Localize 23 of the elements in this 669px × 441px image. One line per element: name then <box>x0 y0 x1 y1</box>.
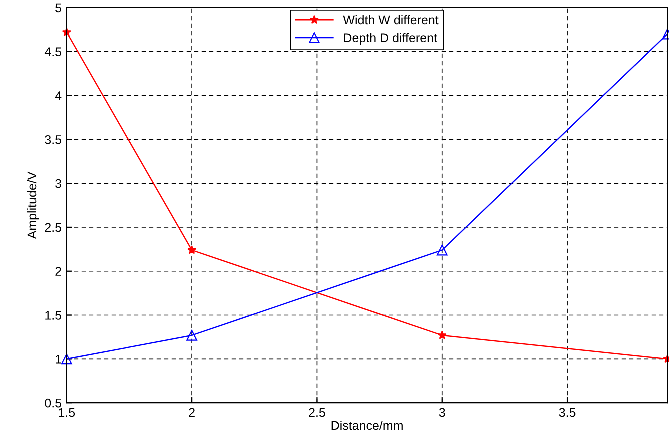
x-tick-label: 3 <box>439 408 446 418</box>
y-tick-label: 1 <box>56 355 62 364</box>
x-tick-label: 3.5 <box>559 408 576 418</box>
y-tick-label: 4.5 <box>44 48 62 56</box>
x-axis-title: Distance/mm <box>332 420 403 430</box>
y-tick-label: 3 <box>56 179 62 188</box>
y-tick-label: 4 <box>55 92 62 100</box>
y-tick-label: 2 <box>56 267 62 276</box>
x-tick-label: 2 <box>189 408 195 417</box>
legend-label: Depth D different <box>344 33 438 45</box>
y-tick-label: 2.5 <box>45 223 62 232</box>
y-axis-title: Amplitude/V <box>27 172 40 240</box>
y-tick-label: 1.5 <box>46 311 62 320</box>
point <box>61 354 72 365</box>
point <box>186 330 198 341</box>
y-tick-label: 5 <box>56 4 62 13</box>
y-tick-label: 0.5 <box>45 398 62 408</box>
y-tick-label: 3.5 <box>45 135 62 144</box>
point <box>436 244 448 256</box>
x-tick-label: 2.5 <box>309 408 326 418</box>
point <box>188 246 197 254</box>
point <box>438 330 447 340</box>
legend-label: Width W different <box>343 15 439 25</box>
